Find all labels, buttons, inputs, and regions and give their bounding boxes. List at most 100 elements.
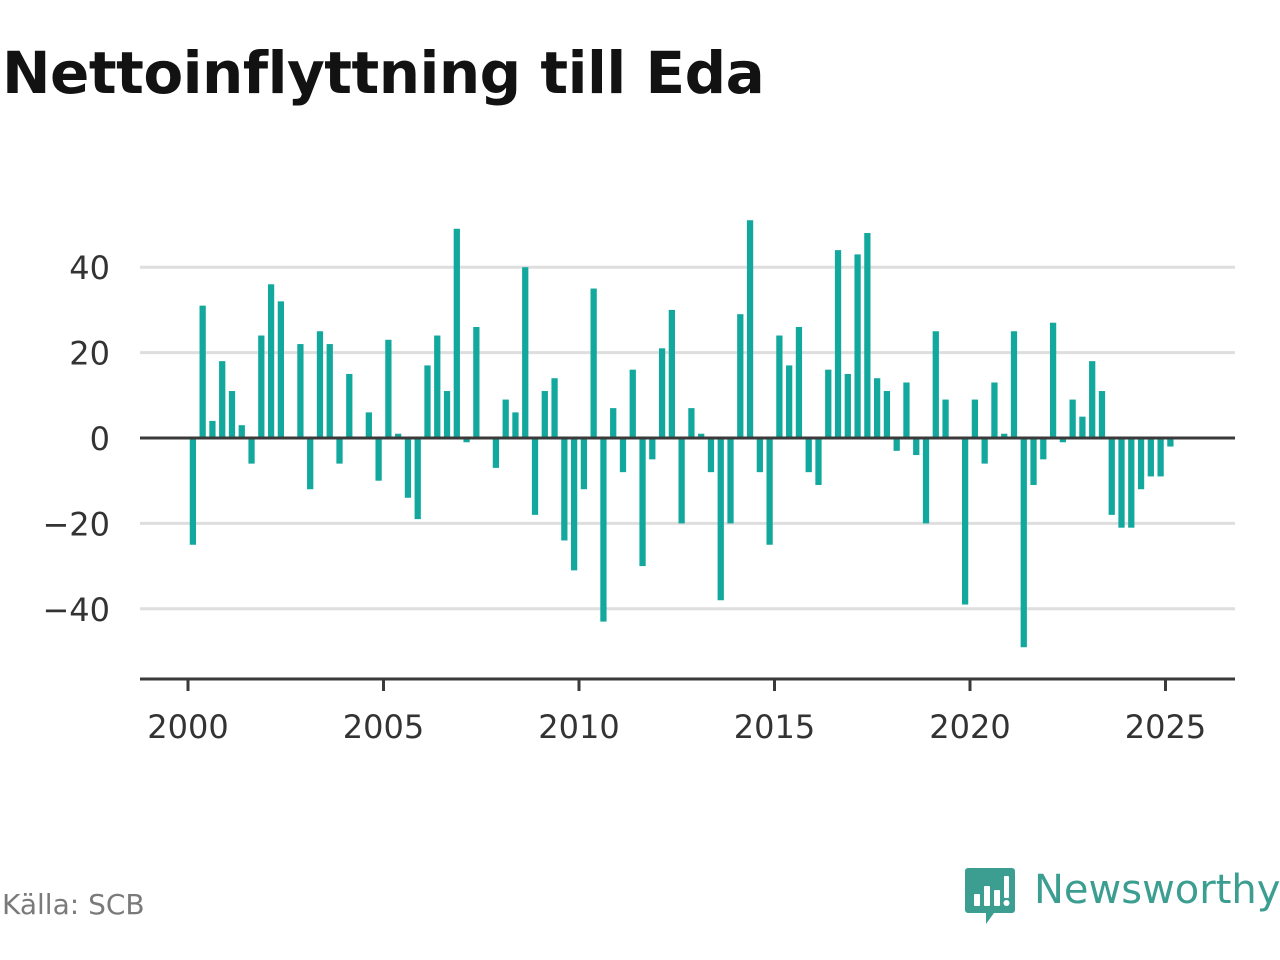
brand-name: Newsworthy: [1034, 867, 1280, 913]
x-tick-label: 2015: [734, 708, 815, 746]
bar: [610, 408, 617, 438]
bar: [385, 339, 392, 438]
bar: [776, 335, 783, 438]
bar: [981, 438, 988, 464]
bar: [893, 438, 900, 451]
x-tick-label: 2020: [929, 708, 1010, 746]
x-tick-label: 2000: [147, 708, 228, 746]
bar: [316, 331, 324, 438]
bar: [443, 391, 451, 438]
bar: [834, 250, 842, 438]
bar: [1128, 438, 1135, 528]
bar: [805, 438, 812, 473]
bar: [658, 348, 666, 438]
bar: [297, 344, 304, 438]
bar: [248, 438, 255, 464]
bar: [737, 314, 744, 438]
bar: [619, 438, 627, 473]
bar: [854, 254, 861, 438]
x-tick-label: 2005: [343, 708, 424, 746]
x-axis-tick-labels: 2000 2005 2010 2015 2020 2025: [147, 708, 1206, 746]
bar: [756, 438, 763, 473]
y-tick-label: 40: [69, 249, 110, 287]
bar: [492, 438, 500, 468]
bar: [326, 344, 333, 438]
bar: [375, 438, 382, 481]
bar: [766, 438, 773, 545]
bar: [277, 301, 284, 438]
bar: [1010, 331, 1018, 438]
bar: [942, 399, 949, 438]
bar: [434, 335, 441, 438]
bar: [707, 438, 715, 473]
bar: [746, 220, 754, 438]
bar: [1049, 322, 1057, 438]
bar: [668, 309, 675, 438]
bar: [189, 438, 197, 545]
bar: [463, 438, 470, 443]
y-axis-tick-labels: 40 20 0 −20 −40: [42, 249, 110, 629]
bar: [1040, 438, 1047, 460]
bar: [698, 433, 705, 438]
bar: [307, 438, 314, 490]
bar: [629, 369, 636, 438]
bar: [971, 399, 979, 438]
bar: [1089, 361, 1096, 438]
bar: [414, 438, 421, 520]
bar: [502, 399, 509, 438]
bar: [1059, 438, 1066, 443]
bar: [815, 438, 822, 485]
y-tick-label: −40: [42, 591, 110, 629]
source-note: Källa: SCB: [2, 888, 145, 921]
bar: [795, 326, 803, 438]
bar: [1157, 438, 1164, 477]
bar: [874, 378, 881, 438]
bar: [1147, 438, 1154, 477]
y-tick-label: 20: [69, 335, 110, 373]
bar: [522, 267, 529, 438]
bar: [395, 433, 402, 438]
bar: [453, 228, 460, 438]
y-tick-label: −20: [42, 505, 110, 543]
bar: [346, 373, 353, 438]
bar: [1098, 391, 1106, 438]
bar: [551, 378, 558, 438]
bar: [1069, 399, 1076, 438]
bar: [1108, 438, 1115, 515]
bar: [404, 438, 412, 498]
bar: [570, 438, 578, 571]
bar: [473, 326, 480, 438]
bar: [991, 382, 998, 438]
bar: [932, 331, 939, 438]
bar: [531, 438, 539, 515]
bar: [864, 233, 871, 438]
bar: [639, 438, 646, 567]
bar: [727, 438, 734, 524]
bar: [1079, 416, 1086, 438]
bar: [219, 361, 226, 438]
bar: [1001, 433, 1008, 438]
bar: [1020, 438, 1027, 648]
bar-chart: 40 20 0 −20 −40 2000 2005 2010 2015 2020 2025: [42, 220, 1235, 746]
bar: [580, 438, 588, 490]
bar: [961, 438, 969, 605]
bar: [825, 369, 832, 438]
chart-title: Nettoinflyttning till Eda: [2, 39, 765, 107]
bar-series: [189, 220, 1174, 648]
bar: [903, 382, 910, 438]
bar: [238, 425, 245, 438]
bar: [199, 305, 206, 438]
bar: [913, 438, 920, 456]
newsworthy-logo-icon: [965, 868, 1015, 924]
y-tick-label: 0: [90, 420, 110, 458]
bar: [649, 438, 656, 460]
bar: [922, 438, 930, 524]
bar: [717, 438, 724, 601]
bar: [1167, 438, 1174, 447]
axes: [140, 436, 1235, 691]
bar: [883, 391, 891, 438]
bar: [365, 412, 372, 438]
bar: [1030, 438, 1037, 485]
bar: [600, 438, 607, 622]
bar: [258, 335, 265, 438]
